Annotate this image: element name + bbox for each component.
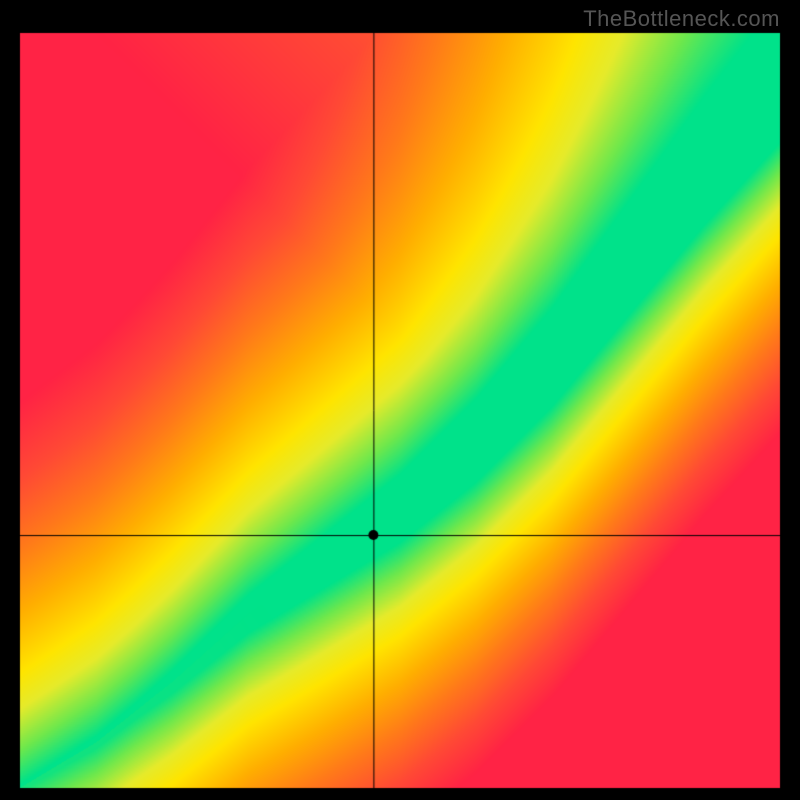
watermark-text: TheBottleneck.com: [583, 6, 780, 32]
bottleneck-heatmap: [0, 0, 800, 800]
chart-container: TheBottleneck.com: [0, 0, 800, 800]
